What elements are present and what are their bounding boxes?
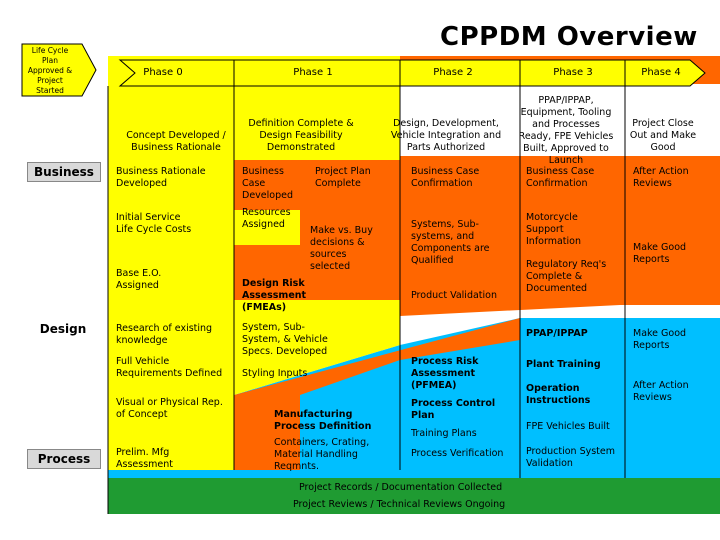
item-systems-qualified: Systems, Sub-systems, and Components are… <box>411 219 490 266</box>
item-make-vs-buy: Make vs. Buy decisions & sources selecte… <box>310 225 373 272</box>
item-business-rationale: Business Rationale Developed <box>116 166 206 189</box>
item-pfmea: Process Risk Assessment (PFMEA) <box>411 356 479 391</box>
item-control-plan: Process Control Plan <box>411 398 496 421</box>
item-operation-instructions: Operation Instructions <box>526 383 591 406</box>
phase-3-label: Phase 3 <box>553 67 593 78</box>
item-product-validation: Product Validation <box>411 290 498 301</box>
item-make-good-1: Make Good Reports <box>633 242 687 265</box>
page-title: CPPDM Overview <box>440 22 698 52</box>
item-plant-training: Plant Training <box>526 359 601 370</box>
item-motorcycle-support: Motorcycle Support Information <box>526 212 581 247</box>
item-life-cycle-costs: Initial Service Life Cycle Costs <box>116 212 192 235</box>
item-business-case: Business Case Developed <box>242 166 293 201</box>
item-fpe-vehicles: FPE Vehicles Built <box>526 421 610 432</box>
item-containers: Containers, Crating, Material Handling R… <box>274 437 370 472</box>
item-project-plan: Project Plan Complete <box>315 166 371 189</box>
milestone-phase-1: Definition Complete & Design Feasibility… <box>248 118 354 153</box>
item-prelim-mfg: Prelim. Mfg Assessment <box>116 447 173 470</box>
item-design-fmea: Design Risk Assessment (FMEAs) <box>242 278 307 313</box>
phase-arrow <box>118 59 706 87</box>
item-after-action-2: After Action Reviews <box>633 380 689 403</box>
transition-band <box>234 318 520 470</box>
milestone-phase-0: Concept Developed / Business Rationale <box>126 130 226 153</box>
phase-1-label: Phase 1 <box>293 67 333 78</box>
item-training-plans: Training Plans <box>411 428 477 439</box>
item-research: Research of existing knowledge <box>116 323 213 346</box>
milestone-area-yellow <box>108 84 400 156</box>
item-process-verification: Process Verification <box>411 448 504 459</box>
item-bc-confirmation-2: Business Case Confirmation <box>411 166 480 189</box>
item-ppap: PPAP/IPPAP <box>526 328 588 339</box>
milestone-phase-3: PPAP/IPPAP, Equipment, Tooling and Proce… <box>518 95 614 166</box>
phase0-yellow <box>108 160 234 470</box>
item-base-eo: Base E.O. Assigned <box>116 268 162 291</box>
category-design: Design <box>39 322 87 336</box>
milestone-phase-2: Design, Development, Vehicle Integration… <box>390 118 502 153</box>
start-label: Life Cycle Plan Approved & Project Start… <box>27 46 73 95</box>
item-visual-rep: Visual or Physical Rep. of Concept <box>116 397 223 420</box>
item-resources: Resources Assigned <box>242 207 291 230</box>
category-process: Process <box>27 449 101 469</box>
phase-0-label: Phase 0 <box>143 67 183 78</box>
item-styling-inputs: Styling Inputs <box>242 368 308 379</box>
item-mfg-process: Manufacturing Process Definition <box>274 409 372 432</box>
phase-4-label: Phase 4 <box>641 67 681 78</box>
bottom-reviews: Project Reviews / Technical Reviews Ongo… <box>293 499 506 510</box>
phase1-yellow-wedge <box>234 300 400 395</box>
phase-2-label: Phase 2 <box>433 67 473 78</box>
milestone-phase-4: Project Close Out and Make Good <box>629 118 697 153</box>
category-business: Business <box>27 162 101 182</box>
bottom-records: Project Records / Documentation Collecte… <box>299 482 503 493</box>
bottom-band <box>108 478 720 514</box>
item-full-vehicle: Full Vehicle Requirements Defined <box>116 356 223 379</box>
item-regulatory: Regulatory Req's Complete & Documented <box>526 259 607 294</box>
item-bc-confirmation-3: Business Case Confirmation <box>526 166 595 189</box>
item-make-good-2: Make Good Reports <box>633 328 687 351</box>
start-arrow <box>21 43 97 97</box>
item-after-action-1: After Action Reviews <box>633 166 689 189</box>
item-production-validation: Production System Validation <box>526 446 615 469</box>
item-system-specs: System, Sub-System, & Vehicle Specs. Dev… <box>242 322 328 357</box>
